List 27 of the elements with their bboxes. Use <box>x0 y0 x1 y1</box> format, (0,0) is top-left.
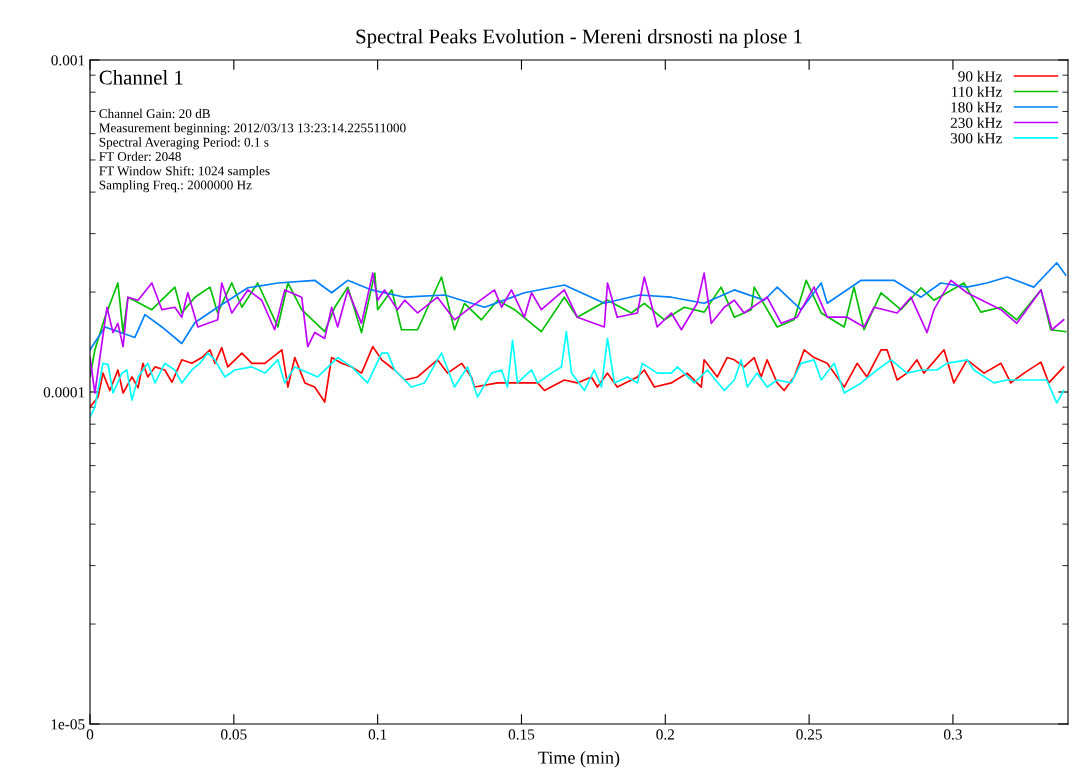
line-series <box>90 345 1065 409</box>
legend-label: 90 kHz <box>958 70 1002 82</box>
annotation: Channel Gain: 20 dB <box>99 108 210 119</box>
annotation: FT Order: 2048 <box>99 151 181 161</box>
annotation: Sampling Freq.: 2000000 Hz <box>99 180 252 193</box>
chart-title: Spectral Peaks Evolution - Mereni drsnosti na plose 1 <box>356 28 802 48</box>
legend-label: 230 kHz <box>950 117 1002 128</box>
x-tick-label: 0.3 <box>943 729 962 740</box>
x-tick-label: 0.2 <box>656 729 674 740</box>
line-series <box>90 330 1065 418</box>
x-axis-title: Time (min) <box>538 751 620 768</box>
x-tick-label: 0.25 <box>796 729 822 740</box>
x-tick-label: 0.1 <box>368 729 387 740</box>
x-tick-label: 0 <box>86 729 94 740</box>
annotation: Measurement beginning: 2012/03/13 13:23:14.225511000 <box>99 123 406 136</box>
y-tick-label: 1e-05 <box>51 719 85 730</box>
line-series <box>90 261 1067 351</box>
y-tick-label: 0.0001 <box>43 387 85 398</box>
annotation: Channel 1 <box>99 69 183 85</box>
legend-label: 300 kHz <box>950 132 1002 144</box>
legend-label: 110 kHz <box>952 86 1002 98</box>
annotation: Spectral Averaging Period: 0.1 s <box>99 137 269 150</box>
x-tick-label: 0.05 <box>221 729 247 740</box>
legend-label: 180 kHz <box>951 101 1002 113</box>
y-tick-label: 0.001 <box>51 55 85 66</box>
annotation: FT Window Shift: 1024 samples <box>99 165 270 179</box>
x-tick-label: 0.15 <box>508 729 535 740</box>
